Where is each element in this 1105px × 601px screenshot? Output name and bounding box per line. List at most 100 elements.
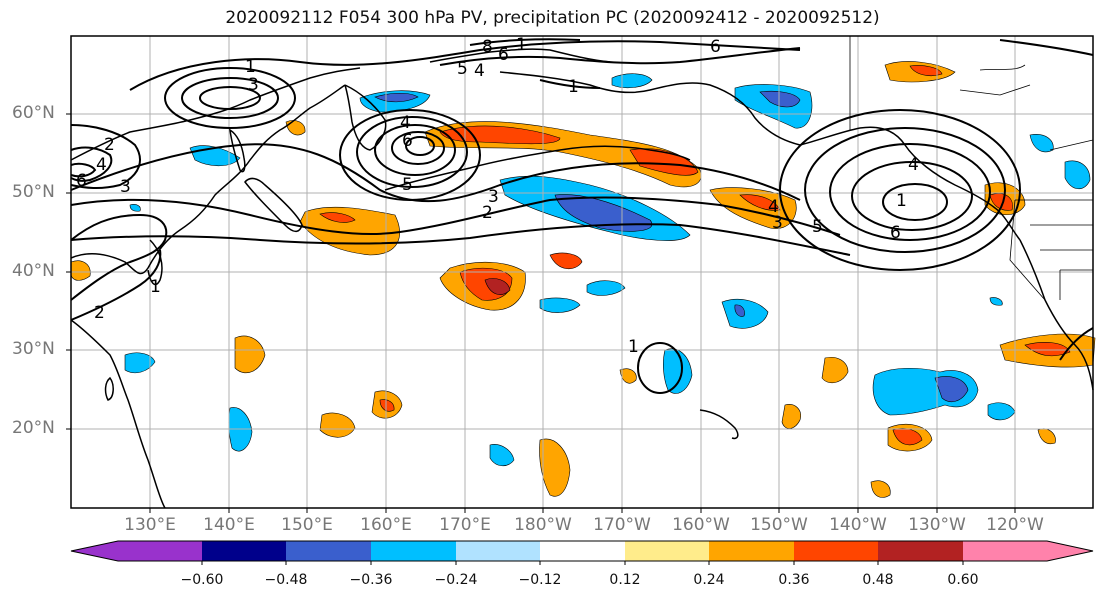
colorbar-segment [709,541,794,561]
pv-contour-line [70,213,168,301]
pv-contour-line [70,196,841,236]
pv-label: 1 [245,57,256,77]
pv-contour-line [70,162,97,178]
pv-contour-line [199,86,261,110]
pv-label: 1 [896,191,907,211]
lon-label: 160°W [672,515,730,535]
pv-label: 4 [768,197,779,217]
colorbar-segment [625,541,709,561]
pv-contour-line [181,77,279,119]
lat-label: 40°N [12,261,55,281]
precip-negative-area [124,352,156,374]
precip-positive-area [539,438,571,497]
lon-label: 140°W [829,515,887,535]
lon-label: 150°W [750,515,808,535]
pv-contour-line [539,79,601,89]
colorbar-segment [878,541,963,561]
precip-positive-area [709,187,797,229]
map-gridlines [71,36,1093,508]
pv-label: 6 [402,131,413,151]
colorbar-segment [371,541,456,561]
lon-label: 170°E [439,515,491,535]
lat-label: 30°N [12,339,55,359]
pv-contour-line [804,127,1006,253]
colorbar-tick-label: −0.36 [349,572,393,588]
precip-positive-area [70,260,91,281]
pv-label: 6 [710,37,721,57]
pv-label: 5 [812,217,823,237]
colorbar-tick-label: 0.48 [862,572,894,588]
lon-label: 180°W [514,515,572,535]
kamchatka-coastline [344,84,387,151]
precip-positive-core [319,212,356,223]
precip-negative-core [759,90,801,108]
precip-positive-area [549,252,583,269]
colorbar-tick-label: 0.60 [947,572,979,588]
colorbar-segment [456,541,540,561]
pv-label: 2 [94,303,105,323]
pv-contour-line [356,116,468,188]
precip-negative-area [489,444,515,467]
pv-label: 6 [498,45,509,65]
precip-positive-area [870,480,891,498]
political-boundaries [849,36,1094,301]
pv-contour-line [164,67,296,129]
pv-contour-line [374,124,456,176]
colorbar [70,540,1094,565]
pv-label: 2 [482,203,493,223]
precip-positive-core [739,194,781,211]
colorbar-segment [794,541,878,561]
precip-positive-core [1024,342,1071,357]
colorbar-segment [286,541,371,561]
pv-label: 4 [96,155,107,175]
colorbar-tick-label: −0.24 [434,572,478,588]
hawaii-islands [699,409,739,440]
lon-label: 150°E [281,515,333,535]
pv-contour-line [70,249,162,321]
precip-negative-core [734,304,745,317]
colorbar-outline [70,540,1094,562]
pv-label: 3 [120,177,131,197]
pv-label: 5 [457,59,468,79]
colorbar-segment [540,541,625,561]
precip-negative-area [129,204,141,212]
pv-contour-line [70,146,113,182]
precip-negative-core [554,194,653,232]
lon-label: 170°W [593,515,651,535]
precip-negative-area [1029,134,1054,153]
pv-label: 1 [568,77,579,97]
map-title: 2020092112 F054 300 hPa PV, precipitatio… [225,8,880,28]
sakhalin-coastline [229,128,246,173]
pv-contour-line [829,143,991,241]
asia-coastline [70,84,346,275]
pv-label: 1 [628,337,639,357]
precip-positive-area [319,412,356,438]
pv-label: 4 [400,113,411,133]
lon-label: 130°W [908,515,966,535]
precip-negative-area [539,297,581,313]
chukotka-coastline [429,48,611,63]
pv-label: 1 [516,35,527,55]
precip-positive-core [379,399,395,412]
pv-contours [70,38,1094,394]
colorbar-segment-over [963,541,1093,561]
colorbar-tick-label: 0.36 [778,572,810,588]
precip-positive-area [619,368,637,384]
lat-label: 50°N [12,182,55,202]
colorbar-segment-under [71,541,202,561]
pv-label: 6 [76,171,87,191]
lon-label: 140°E [203,515,255,535]
pv-label: 4 [908,155,919,175]
precip-negative-area [1064,160,1091,190]
precip-positive-core [909,65,943,77]
precip-negative-area [663,348,693,394]
pv-contour-line [1059,327,1094,361]
colorbar-segment [202,541,286,561]
lat-label: 60°N [12,103,55,123]
colorbar-tick-label: −0.60 [180,572,224,588]
pv-label: 6 [890,223,901,243]
pv-label: 5 [402,175,413,195]
pv-contour-line [129,40,801,91]
colorbar-tick-label: 0.12 [609,572,641,588]
